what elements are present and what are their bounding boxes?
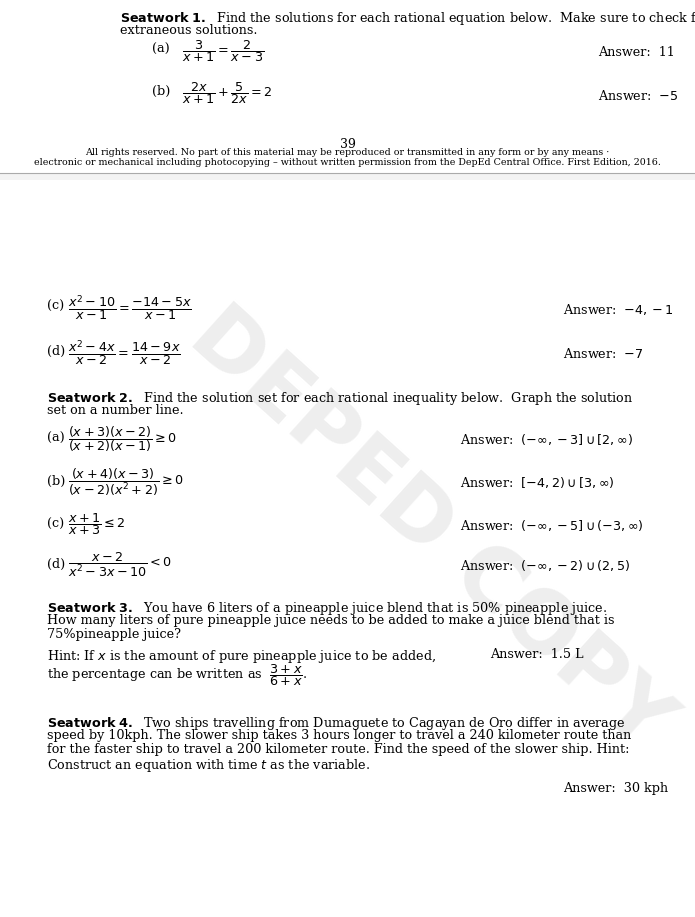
Text: Answer:  30 kph: Answer: 30 kph xyxy=(563,782,668,795)
Text: speed by 10kph. The slower ship takes 3 hours longer to travel a 240 kilometer r: speed by 10kph. The slower ship takes 3 … xyxy=(47,729,631,742)
Text: $\dfrac{(x+3)(x-2)}{(x+2)(x-1)} \geq 0$: $\dfrac{(x+3)(x-2)}{(x+2)(x-1)} \geq 0$ xyxy=(68,424,177,454)
Text: (d): (d) xyxy=(47,345,65,358)
Text: (c): (c) xyxy=(47,518,64,531)
Text: $\mathbf{Seatwork\ 2.}$  Find the solution set for each rational inequality belo: $\mathbf{Seatwork\ 2.}$ Find the solutio… xyxy=(47,390,633,407)
Text: DEPED COPY: DEPED COPY xyxy=(174,293,687,767)
Text: $\dfrac{x^2-10}{x-1} = \dfrac{-14-5x}{x-1}$: $\dfrac{x^2-10}{x-1} = \dfrac{-14-5x}{x-… xyxy=(68,293,192,323)
Text: set on a number line.: set on a number line. xyxy=(47,404,183,417)
Text: Answer:  1.5 L: Answer: 1.5 L xyxy=(490,648,584,661)
Text: Hint: If $x$ is the amount of pure pineapple juice to be added,: Hint: If $x$ is the amount of pure pinea… xyxy=(47,648,436,665)
Text: $\dfrac{x+1}{x+3} \leq 2$: $\dfrac{x+1}{x+3} \leq 2$ xyxy=(68,511,126,537)
Text: Answer:  $-7$: Answer: $-7$ xyxy=(563,347,644,361)
Text: 39: 39 xyxy=(340,138,355,151)
Bar xyxy=(0,173,695,180)
Text: $\dfrac{2x}{x+1} + \dfrac{5}{2x} = 2$: $\dfrac{2x}{x+1} + \dfrac{5}{2x} = 2$ xyxy=(182,80,272,106)
Text: How many liters of pure pineapple juice needs to be added to make a juice blend : How many liters of pure pineapple juice … xyxy=(47,614,614,627)
Text: $\dfrac{3}{x+1} = \dfrac{2}{x-3}$: $\dfrac{3}{x+1} = \dfrac{2}{x-3}$ xyxy=(182,38,264,64)
Text: extraneous solutions.: extraneous solutions. xyxy=(120,24,258,37)
Text: the percentage can be written as  $\dfrac{3+x}{6+x}$.: the percentage can be written as $\dfrac… xyxy=(47,662,307,688)
Text: (a): (a) xyxy=(152,43,170,56)
Text: electronic or mechanical including photocopying – without written permission fro: electronic or mechanical including photo… xyxy=(34,158,661,167)
Text: Answer:  $-4, -1$: Answer: $-4, -1$ xyxy=(563,302,674,317)
Text: Answer:  $-5$: Answer: $-5$ xyxy=(598,89,678,103)
Text: Construct an equation with time $t$ as the variable.: Construct an equation with time $t$ as t… xyxy=(47,757,370,774)
Text: $\dfrac{x^2-4x}{x-2} = \dfrac{14-9x}{x-2}$: $\dfrac{x^2-4x}{x-2} = \dfrac{14-9x}{x-2… xyxy=(68,338,181,368)
Text: Answer:  11: Answer: 11 xyxy=(598,46,675,59)
Text: Answer:  $(-\infty, -3]\cup[2, \infty)$: Answer: $(-\infty, -3]\cup[2, \infty)$ xyxy=(460,432,633,447)
Text: $\dfrac{(x+4)(x-3)}{(x-2)(x^2+2)} \geq 0$: $\dfrac{(x+4)(x-3)}{(x-2)(x^2+2)} \geq 0… xyxy=(68,467,183,498)
Text: $\dfrac{x-2}{x^2-3x-10} < 0$: $\dfrac{x-2}{x^2-3x-10} < 0$ xyxy=(68,551,172,580)
Text: $\mathbf{Seatwork\ 3.}$  You have 6 liters of a pineapple juice blend that is 50: $\mathbf{Seatwork\ 3.}$ You have 6 liter… xyxy=(47,600,607,617)
Text: (c): (c) xyxy=(47,300,64,313)
Text: All rights reserved. No part of this material may be reproduced or transmitted i: All rights reserved. No part of this mat… xyxy=(85,148,610,157)
Text: (a): (a) xyxy=(47,432,65,445)
Text: Answer:  $(-\infty, -5]\cup(-3, \infty)$: Answer: $(-\infty, -5]\cup(-3, \infty)$ xyxy=(460,518,644,533)
Text: for the faster ship to travel a 200 kilometer route. Find the speed of the slowe: for the faster ship to travel a 200 kilo… xyxy=(47,743,630,756)
Text: Answer:  $(-\infty, -2)\cup(2, 5)$: Answer: $(-\infty, -2)\cup(2, 5)$ xyxy=(460,558,630,573)
Text: $\mathbf{Seatwork\ 1.}$  Find the solutions for each rational equation below.  M: $\mathbf{Seatwork\ 1.}$ Find the solutio… xyxy=(120,10,695,27)
Text: (b): (b) xyxy=(152,85,170,98)
Text: Answer:  $[-4, 2)\cup[3, \infty)$: Answer: $[-4, 2)\cup[3, \infty)$ xyxy=(460,475,615,490)
Text: 75%pineapple juice?: 75%pineapple juice? xyxy=(47,628,181,641)
Text: $\mathbf{Seatwork\ 4.}$  Two ships travelling from Dumaguete to Cagayan de Oro d: $\mathbf{Seatwork\ 4.}$ Two ships travel… xyxy=(47,715,626,732)
Text: (b): (b) xyxy=(47,475,65,488)
Text: (d): (d) xyxy=(47,558,65,571)
